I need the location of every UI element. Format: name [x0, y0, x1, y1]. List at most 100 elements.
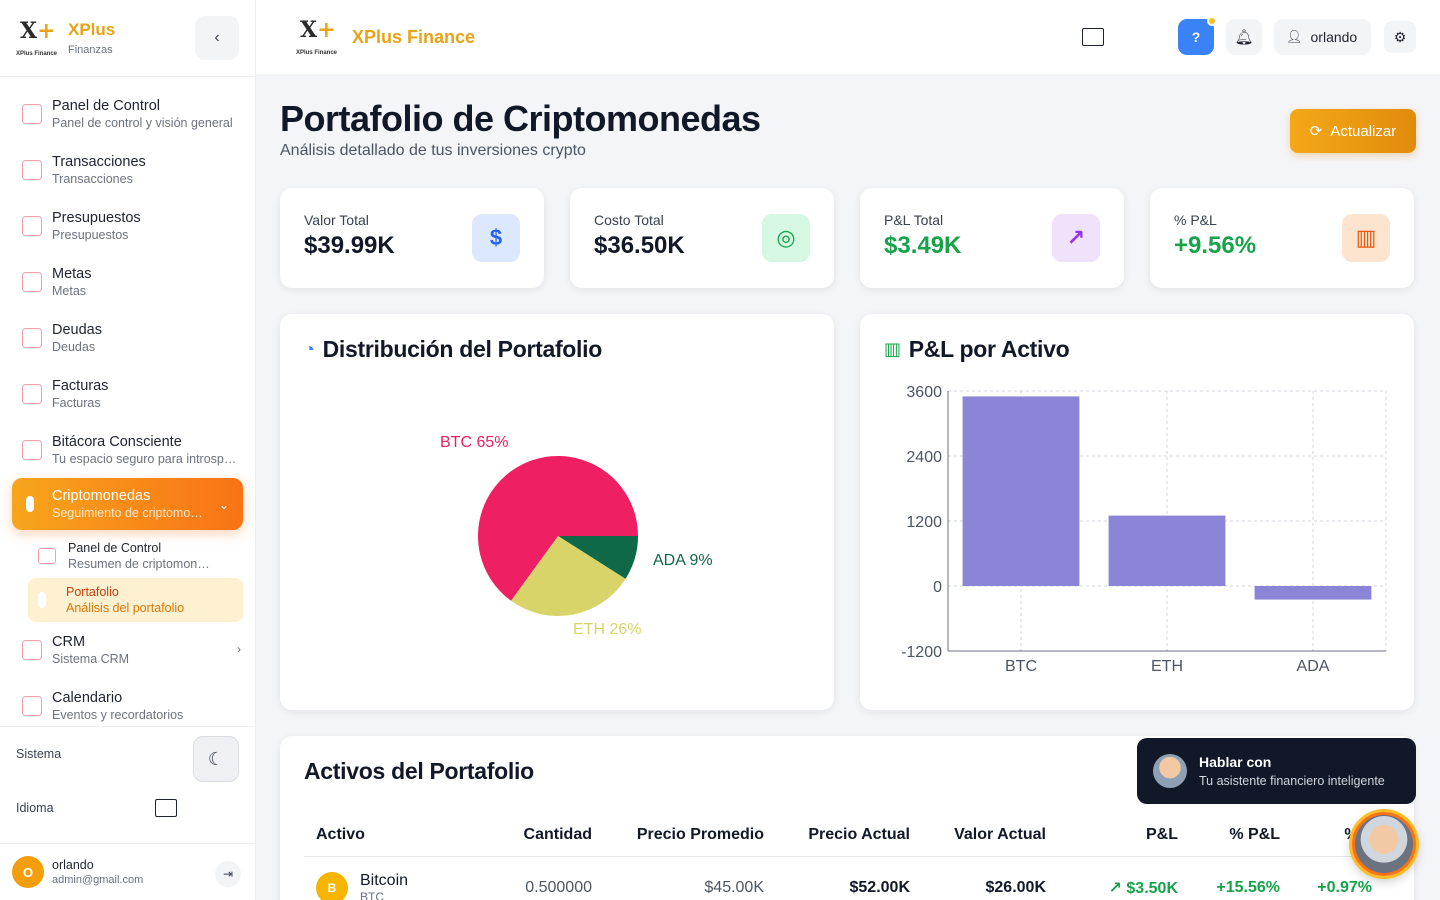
crypto-icon [26, 496, 34, 512]
settings-button[interactable]: ⚙ [1384, 21, 1416, 53]
calendar-icon [22, 696, 42, 716]
logout-icon: ⇥ [222, 867, 234, 881]
pie-label-eth: ETH 26% [573, 621, 641, 638]
receipt-icon [22, 160, 42, 180]
chevron-right-icon: › [237, 642, 241, 656]
help-icon: ? [1191, 29, 1201, 45]
logout-button[interactable]: ⇥ [215, 861, 241, 887]
assistant-avatar [1153, 754, 1187, 788]
language-row: Idioma [0, 781, 255, 835]
y-tick-label: 1200 [906, 514, 942, 531]
stat-costo-total: Costo Total $36.50K ◎ [570, 188, 834, 288]
refresh-icon: ⟳ [1309, 123, 1323, 140]
bell-icon: 🔔︎ [1234, 29, 1254, 46]
language-flag-icon[interactable] [1082, 28, 1104, 46]
x-tick-label: ADA [1297, 658, 1330, 675]
y-tick-label: 2400 [906, 449, 942, 466]
language-flag-icon[interactable] [155, 799, 177, 817]
table-header: Activo Cantidad Precio Promedio Precio A… [304, 814, 1384, 857]
distribution-title: Distribución del Portafolio [322, 336, 603, 362]
sidebar-nav: Panel de Control Panel de control y visió… [0, 86, 255, 726]
collapse-sidebar-button[interactable]: ‹ [195, 16, 239, 60]
sidebar-item-deudas[interactable]: Deudas Deudas [0, 310, 255, 366]
pie-slice-ada [558, 536, 638, 579]
y-tick-label: 3600 [906, 384, 942, 401]
user-name: orlando [52, 858, 94, 872]
pnl-title: P&L por Activo [908, 336, 1070, 362]
invoice-icon [22, 384, 42, 404]
assistant-fab-button[interactable] [1352, 812, 1416, 876]
target-icon: ◎ [762, 214, 810, 262]
sidebar-item-transacciones[interactable]: Transacciones Transacciones [0, 142, 255, 198]
x-tick-label: ETH [1151, 658, 1183, 675]
sidebar-item-bitacora[interactable]: Bitácora Consciente Tu espacio seguro par… [0, 422, 255, 478]
sidebar-item-crm[interactable]: CRM Sistema CRM › [0, 622, 255, 678]
main: Portafolio de Criptomonedas Análisis det… [256, 74, 1440, 900]
bitcoin-icon: B [316, 872, 348, 900]
pie-slice-btc [477, 456, 638, 601]
assets-title: Activos del Portafolio [304, 758, 534, 784]
page-title: Portafolio de Criptomonedas [280, 98, 761, 139]
user-icon: 👤︎ [1286, 29, 1303, 44]
gear-icon: ⚙ [1393, 28, 1407, 45]
pie-chart: BTC 65% ETH 26% ADA 9% [440, 434, 713, 638]
sidebar-item-presupuestos[interactable]: Presupuestos Presupuestos [0, 198, 255, 254]
stat-pnl-total: P&L Total $3.49K ↗ [860, 188, 1124, 288]
journal-icon [22, 440, 42, 460]
bar-chart-icon: ▥ [1342, 214, 1390, 262]
pie-label-btc: BTC 65% [440, 434, 508, 451]
brand: X+ XPlus Finance XPlus Finanzas ‹ [0, 0, 255, 77]
moon-icon: ☾ [207, 748, 225, 769]
sidebar-item-calendario[interactable]: Calendario Eventos y recordatorios [0, 678, 255, 726]
folder-icon [22, 640, 42, 660]
system-label: Sistema [16, 747, 62, 761]
assets-table: Activo Cantidad Precio Promedio Precio A… [304, 814, 1384, 900]
theme-toggle-button[interactable]: ☾ [193, 736, 239, 782]
bar-chart: 3600 2400 1200 0 -1200 BTC ETH ADA [901, 384, 1387, 675]
stat-pct-pnl: % P&L +9.56% ▥ [1150, 188, 1414, 288]
help-button[interactable]: ? [1178, 16, 1217, 55]
trending-up-icon: ↗ [1108, 880, 1127, 898]
app-title: XPlus Finance [352, 26, 476, 47]
sidebar-subitem-panel[interactable]: Panel de Control Resumen de criptomonedas [28, 534, 243, 578]
chevron-left-icon: ‹ [214, 29, 220, 46]
refresh-button[interactable]: ⟳ Actualizar [1290, 109, 1416, 153]
x-tick-label: BTC [1005, 658, 1037, 675]
y-tick-label: 0 [933, 579, 942, 596]
sidebar-item-panel[interactable]: Panel de Control Panel de control y visió… [0, 86, 255, 142]
card-icon [22, 328, 42, 348]
bar-chart-icon: ▥ [884, 339, 901, 359]
sidebar-item-facturas[interactable]: Facturas Facturas [0, 366, 255, 422]
sidebar-subitem-portafolio[interactable]: Portafolio Análisis del portafolio [28, 578, 243, 622]
pie-label-ada: ADA 9% [653, 552, 713, 569]
pie-slice-eth [510, 536, 626, 616]
table-row[interactable]: B Bitcoin BTC 0.500000 $45.00K $52.00K $2… [304, 856, 1384, 900]
pie-chart-icon: ◔ [304, 339, 315, 359]
dashboard-icon [22, 104, 42, 124]
logo: X+ XPlus Finance [16, 18, 58, 57]
trending-up-icon: ↗ [1052, 214, 1100, 262]
bar-btc [962, 396, 1080, 586]
user-panel: O orlando admin@gmail.com ⇥ [0, 843, 255, 900]
sidebar: X+ XPlus Finance XPlus Finanzas ‹ Panel … [0, 0, 256, 900]
y-tick-label: -1200 [901, 644, 942, 661]
portfolio-icon [38, 592, 46, 608]
sidebar-item-metas[interactable]: Metas Metas [0, 254, 255, 310]
brand-name: XPlus [68, 20, 116, 39]
notifications-button[interactable]: 🔔︎ [1226, 19, 1262, 55]
assets-card: Activos del Portafolio Activo Cantidad P… [280, 736, 1414, 900]
avatar: O [12, 856, 44, 888]
assistant-tooltip[interactable]: Hablar con Tu asistente financiero intel… [1137, 738, 1416, 804]
brand-sub: Finanzas [68, 44, 113, 56]
user-email: admin@gmail.com [52, 874, 144, 886]
dollar-icon: $ [472, 214, 520, 262]
stat-valor-total: Valor Total $39.99K $ [280, 188, 544, 288]
language-label: Idioma [16, 801, 54, 815]
topbar: X+ XPlus Finance XPlus Finance ? 🔔︎ 👤︎ or… [256, 0, 1440, 74]
page-subtitle: Análisis detallado de tus inversiones cr… [280, 142, 586, 159]
system-section: Sistema ☾ Idioma [0, 726, 255, 835]
system-row: Sistema ☾ [0, 727, 255, 782]
bar-ada [1254, 586, 1372, 600]
user-menu-button[interactable]: 👤︎ orlando [1274, 19, 1372, 55]
